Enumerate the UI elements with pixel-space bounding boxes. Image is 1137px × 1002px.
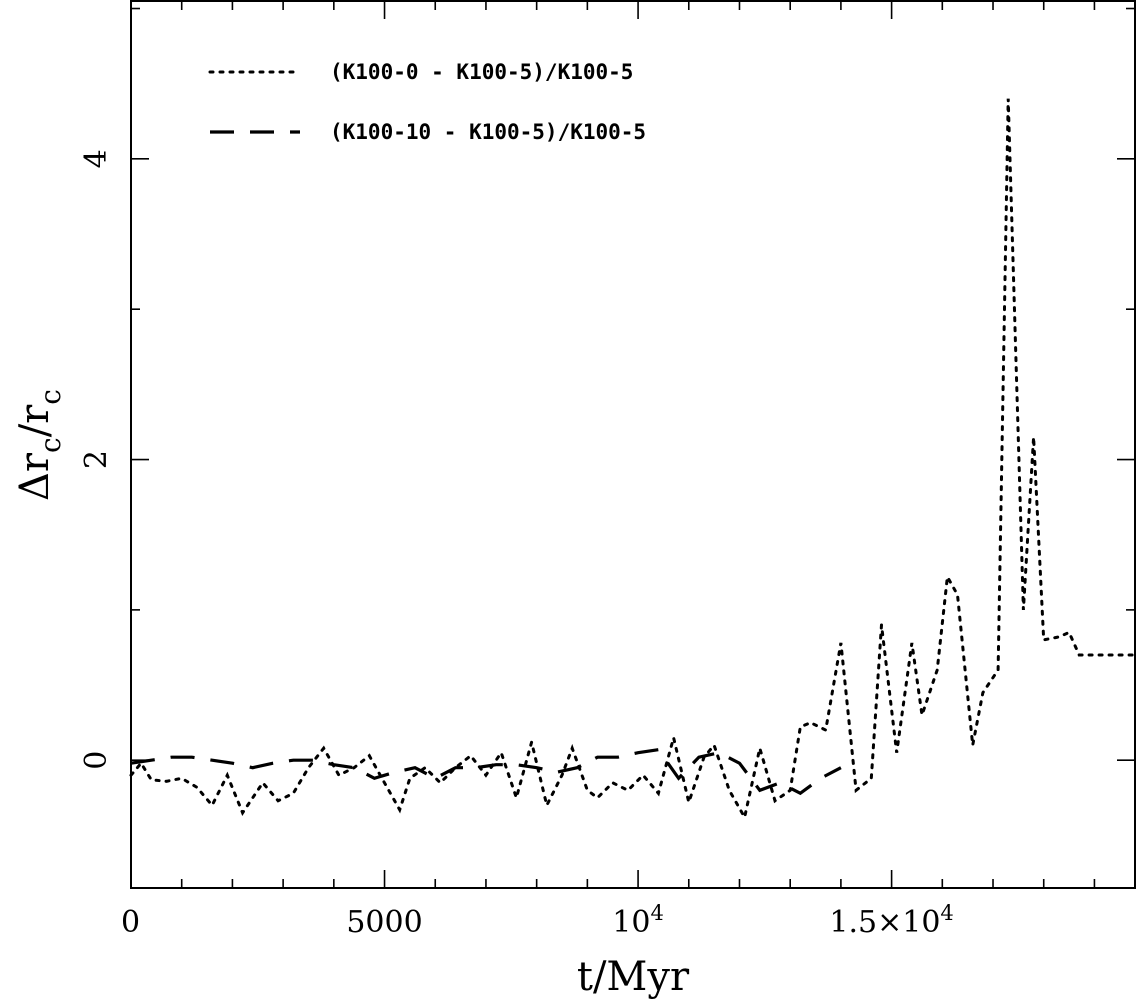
y-axis-title-group: Δrc/rc bbox=[12, 389, 67, 501]
series-line-dashed bbox=[130, 747, 842, 796]
series-line-dotted bbox=[129, 98, 1137, 822]
y-tick-label-group: 2 bbox=[79, 450, 114, 469]
x-tick-label: 5000 bbox=[346, 905, 422, 940]
x-tick-label: 1.5×104 bbox=[829, 901, 953, 940]
legend-label: (K100-10 - K100-5)/K100-5 bbox=[330, 120, 646, 144]
plot-frame bbox=[130, 0, 1136, 889]
series-layer bbox=[129, 98, 1137, 822]
x-tick-label: 0 bbox=[121, 905, 140, 940]
x-axis-title: t/Myr bbox=[577, 954, 690, 1000]
tick-labels: 0 5000 104 1.5×104 0 2 4 bbox=[79, 149, 954, 940]
y-tick-label: 0 bbox=[79, 751, 114, 770]
y-tick-label-group: 4 bbox=[79, 149, 114, 168]
y-axis-title: Δrc/rc bbox=[12, 389, 67, 501]
y-tick-label: 2 bbox=[79, 450, 114, 469]
y-tick-label: 4 bbox=[79, 149, 114, 168]
axis-ticks bbox=[131, 1, 1135, 888]
y-tick-label-group: 0 bbox=[79, 751, 114, 770]
x-tick-label: 104 bbox=[612, 901, 664, 940]
legend: (K100-0 - K100-5)/K100-5 (K100-10 - K100-… bbox=[208, 60, 646, 144]
legend-label: (K100-0 - K100-5)/K100-5 bbox=[330, 60, 633, 84]
